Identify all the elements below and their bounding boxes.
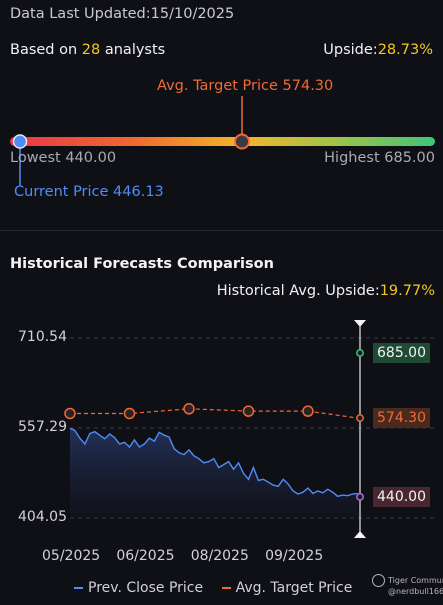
y-tick-label: 557.29: [18, 419, 67, 435]
historical-upside-text: Historical Avg. Upside:19.77%: [217, 283, 435, 299]
historical-upside-value: 19.77%: [379, 283, 435, 299]
low-forecast-marker: [356, 492, 364, 501]
y-tick-label: 404.05: [18, 509, 67, 525]
legend-swatch-price: [74, 587, 83, 589]
historical-title: Historical Forecasts Comparison: [10, 256, 274, 272]
target-point[interactable]: [183, 403, 195, 415]
gauge-bar: [10, 137, 435, 146]
low-forecast-badge: 440.00: [373, 486, 430, 507]
lowest-label: Lowest 440.00: [10, 150, 117, 166]
analyst-count: 28: [81, 42, 101, 58]
based-suffix: analysts: [100, 42, 166, 58]
watermark-title: Tiger Community: [388, 576, 443, 585]
legend-swatch-target: [221, 587, 231, 589]
target-point[interactable]: [302, 405, 314, 417]
tiger-logo-icon: [372, 574, 385, 587]
y-tick-label: 710.54: [18, 329, 67, 345]
x-tick-label: 09/2025: [265, 548, 324, 564]
avg-target-marker: [234, 133, 250, 150]
crosshair-bottom-handle[interactable]: [354, 531, 366, 538]
x-tick-label: 05/2025: [42, 548, 101, 564]
x-tick-label: 06/2025: [116, 548, 175, 564]
target-point[interactable]: [64, 407, 76, 420]
based-prefix: Based on: [10, 42, 82, 58]
avg-forecast-badge: 574.30: [373, 408, 430, 428]
section-divider: [0, 230, 443, 231]
data-last-updated: Data Last Updated:15/10/2025: [10, 6, 234, 22]
legend-item-price[interactable]: Prev. Close Price: [88, 580, 204, 596]
current-price-marker: [12, 134, 28, 149]
target-point[interactable]: [123, 407, 136, 420]
watermark-handle: @nerdbull1669: [388, 587, 443, 596]
upside-text: Upside:28.73%: [323, 42, 433, 58]
watermark: Tiger Community @nerdbull1669: [372, 574, 443, 597]
target-point[interactable]: [242, 405, 255, 417]
analyst-count-text: Based on 28 analysts: [10, 42, 165, 58]
current-price-label: Current Price 446.13: [14, 184, 164, 200]
price-line: [69, 427, 358, 498]
x-tick-label: 08/2025: [190, 548, 249, 564]
highest-label: Highest 685.00: [324, 150, 435, 166]
updated-label: Data Last Updated:: [10, 6, 151, 22]
avg-target-label: Avg. Target Price 574.30: [157, 78, 334, 94]
avg-forecast-marker: [356, 414, 364, 422]
upside-value: 28.73%: [377, 42, 433, 58]
price-range-gauge: [10, 96, 435, 186]
price-area-fill: [70, 428, 358, 518]
high-forecast-badge: 685.00: [373, 342, 430, 363]
chart-legend: Prev. Close Price Avg. Target Price: [74, 580, 352, 596]
upside-label: Upside:: [323, 42, 378, 58]
target-line: [70, 408, 358, 419]
high-forecast-marker: [356, 349, 364, 357]
updated-value: 15/10/2025: [150, 6, 235, 22]
crosshair-top-handle[interactable]: [354, 320, 366, 327]
historical-upside-label: Historical Avg. Upside:: [216, 283, 380, 299]
legend-item-target[interactable]: Avg. Target Price: [235, 580, 353, 596]
